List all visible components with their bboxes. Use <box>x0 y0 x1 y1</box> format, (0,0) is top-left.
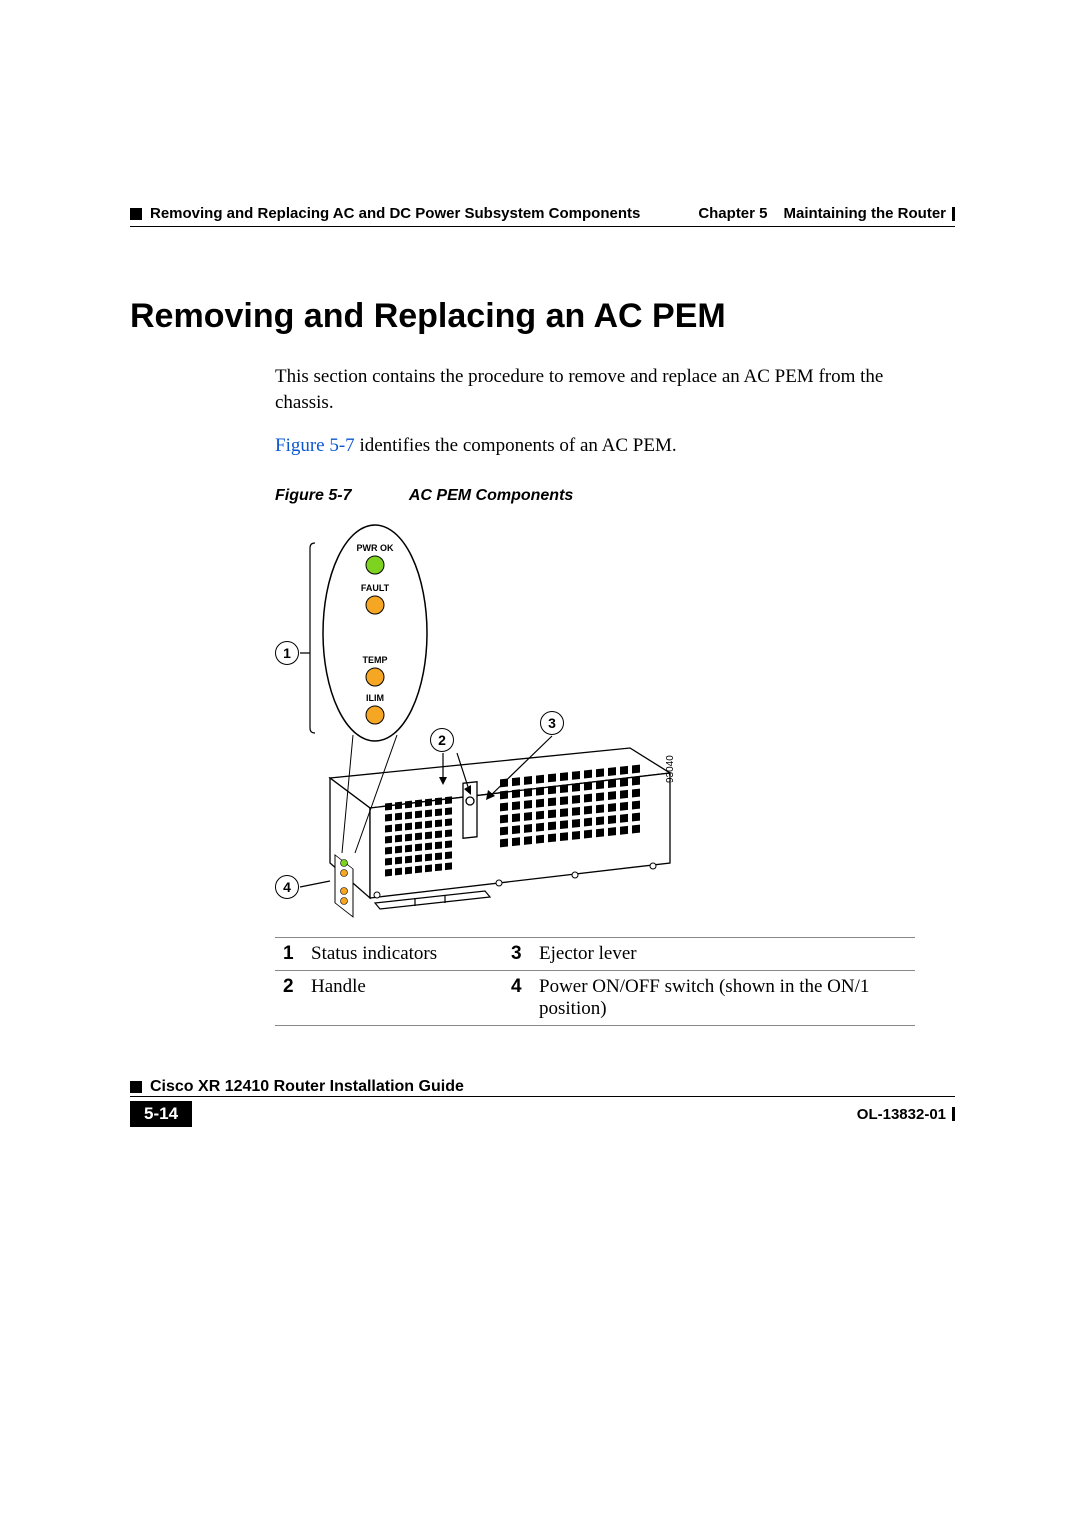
legend-label: Ejector lever <box>531 937 915 970</box>
figure-reference-paragraph: Figure 5-7 identifies the components of … <box>275 433 935 459</box>
figure-title: AC PEM Components <box>409 487 573 504</box>
guide-title: Cisco XR 12410 Router Installation Guide <box>150 1078 464 1096</box>
callout-3: 3 <box>540 711 564 735</box>
header-rule <box>130 226 955 227</box>
panel-label-temp: TEMP <box>362 655 387 665</box>
legend-label: Power ON/OFF switch (shown in the ON/1 p… <box>531 970 915 1025</box>
callout-1: 1 <box>275 641 299 665</box>
chapter-title: Maintaining the Router <box>784 205 947 222</box>
legend-num: 3 <box>503 937 531 970</box>
legend-label: Handle <box>303 970 503 1025</box>
page-footer: Cisco XR 12410 Router Installation Guide… <box>130 1078 955 1127</box>
page-number-badge: 5-14 <box>130 1101 192 1127</box>
drawing-id: 93040 <box>665 755 676 783</box>
footer-bullet-icon <box>130 1081 142 1093</box>
legend-num: 2 <box>275 970 303 1025</box>
figure-number: Figure 5-7 <box>275 487 405 505</box>
table-row: 2 Handle 4 Power ON/OFF switch (shown in… <box>275 970 915 1025</box>
panel-label-ilim: ILIM <box>366 693 384 703</box>
running-header: Removing and Replacing AC and DC Power S… <box>130 205 955 222</box>
body-column: This section contains the procedure to r… <box>275 364 935 1026</box>
figure-link[interactable]: Figure 5-7 <box>275 435 355 456</box>
figure-reference-text: identifies the components of an AC PEM. <box>355 435 677 456</box>
header-bullet-icon <box>130 208 142 220</box>
callout-4: 4 <box>275 875 299 899</box>
page-content: Removing and Replacing AC and DC Power S… <box>130 205 955 1026</box>
callout-2: 2 <box>430 728 454 752</box>
panel-label-pwr-ok: PWR OK <box>357 543 394 553</box>
document-id: OL-13832-01 <box>857 1106 946 1123</box>
intro-paragraph: This section contains the procedure to r… <box>275 364 935 415</box>
page-title: Removing and Replacing an AC PEM <box>130 297 955 336</box>
figure-caption: Figure 5-7 AC PEM Components <box>275 487 935 505</box>
legend-label: Status indicators <box>303 937 503 970</box>
callout-legend-table: 1 Status indicators 3 Ejector lever 2 Ha… <box>275 937 915 1026</box>
figure-diagram: 1 2 3 4 PWR OK FAULT TEMP ILIM <box>275 523 835 923</box>
section-path: Removing and Replacing AC and DC Power S… <box>150 205 640 222</box>
legend-num: 1 <box>275 937 303 970</box>
panel-label-fault: FAULT <box>361 583 390 593</box>
table-row: 1 Status indicators 3 Ejector lever <box>275 937 915 970</box>
header-end-bar-icon <box>952 207 955 221</box>
footer-end-bar-icon <box>952 1107 955 1121</box>
chapter-label: Chapter 5 <box>698 205 767 222</box>
legend-num: 4 <box>503 970 531 1025</box>
